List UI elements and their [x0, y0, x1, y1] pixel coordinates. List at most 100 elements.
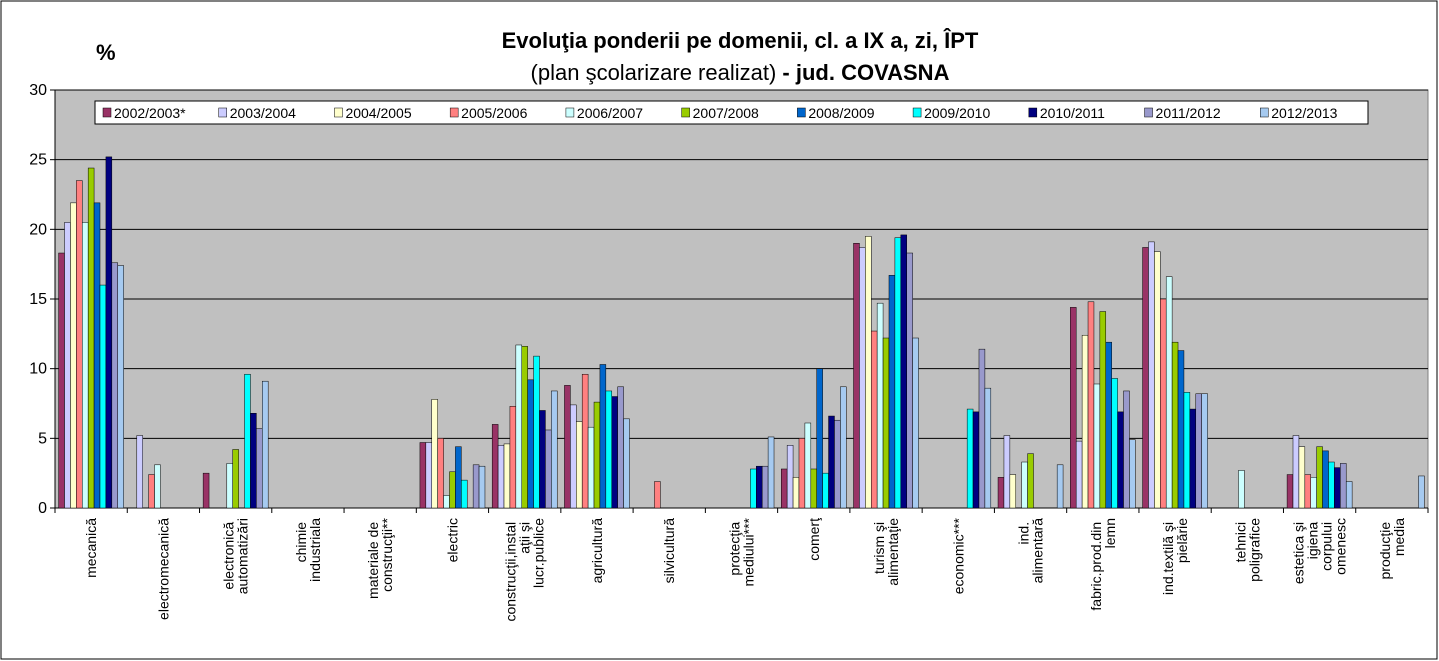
- x-tick-label-line: agricultură: [589, 518, 605, 584]
- y-tick-label: 25: [29, 152, 47, 169]
- x-tick-label-line: protecţia: [727, 518, 743, 576]
- x-tick-label: chimie industriala: [293, 518, 323, 582]
- legend-label: 2011/2012: [1156, 105, 1221, 121]
- bar: [461, 479, 468, 509]
- bar: [1322, 450, 1329, 509]
- bar: [1345, 481, 1353, 509]
- x-tick-label: protecţia mediului***: [727, 517, 757, 586]
- bar: [587, 426, 595, 509]
- bar: [798, 438, 806, 509]
- x-tick-label: mecanică: [83, 518, 99, 578]
- bar: [786, 445, 794, 509]
- bar: [425, 442, 433, 509]
- x-tick-label: fabric.prod.din lemn: [1088, 518, 1118, 611]
- bar: [1171, 341, 1179, 509]
- legend-marker: [797, 107, 806, 118]
- bar: [58, 252, 65, 509]
- x-tick-label: tehnici poligrafice: [1232, 518, 1262, 582]
- bar: [154, 464, 161, 509]
- bar: [750, 468, 757, 509]
- x-tick-label-line: industriala: [307, 518, 323, 582]
- legend-label: 2006/2007: [577, 105, 643, 121]
- bar: [1070, 307, 1077, 509]
- x-tick-label-line: electric: [444, 518, 460, 562]
- bar: [870, 330, 878, 509]
- bar: [792, 477, 800, 509]
- x-tick-label-line: construcţii,instal: [503, 518, 519, 621]
- y-tick-label: 20: [29, 221, 47, 238]
- bar: [761, 465, 769, 509]
- bar: [611, 396, 618, 509]
- legend-marker: [565, 107, 575, 118]
- bar: [1177, 350, 1185, 509]
- bar: [82, 222, 89, 509]
- bar: [1087, 301, 1095, 509]
- legend-label: 2005/2006: [461, 105, 527, 121]
- y-axis-label: %: [96, 40, 116, 65]
- bar: [1027, 453, 1034, 509]
- x-tick-label-line: producţie: [1377, 518, 1393, 579]
- bar: [1148, 241, 1155, 509]
- bar: [76, 180, 83, 509]
- bar: [570, 404, 577, 509]
- legend-marker: [334, 107, 343, 118]
- legend-label: 2003/2004: [230, 105, 296, 121]
- bar: [1093, 383, 1101, 509]
- x-tick-label-line: igiena: [1305, 518, 1321, 559]
- bar: [1021, 461, 1028, 509]
- x-tick-label-line: mediului***: [741, 517, 757, 586]
- x-tick-label: electromecanică: [155, 518, 171, 620]
- y-tick-label: 15: [29, 291, 47, 308]
- bar: [1304, 474, 1311, 509]
- bar: [232, 449, 239, 509]
- bar: [984, 387, 992, 509]
- x-tick-label-line: automatizări: [235, 518, 251, 594]
- x-tick-label-line: fabric.prod.din: [1088, 518, 1104, 611]
- legend-label: 2002/2003*: [114, 105, 186, 121]
- bar: [99, 284, 107, 509]
- x-tick-label-line: comerţ: [806, 518, 822, 561]
- bar: [1183, 392, 1191, 509]
- bar: [564, 385, 571, 509]
- bar: [1189, 408, 1197, 509]
- x-tick-label-line: estetica şi: [1291, 518, 1307, 584]
- bar: [1310, 477, 1317, 509]
- legend-marker: [681, 107, 690, 118]
- bar: [888, 275, 896, 509]
- x-tick-label-line: materiale de: [365, 518, 381, 599]
- bar: [882, 337, 890, 509]
- bar: [840, 386, 847, 509]
- bar: [202, 472, 210, 509]
- bar: [1123, 390, 1130, 509]
- bar: [822, 472, 829, 509]
- bar: [593, 401, 601, 509]
- legend-marker: [912, 107, 922, 118]
- bar: [250, 413, 257, 509]
- x-tick-label: materiale de construcţii**: [365, 517, 395, 598]
- legend-marker: [1260, 107, 1269, 118]
- x-tick-label-line: corpului: [1319, 518, 1335, 571]
- bar: [509, 406, 517, 509]
- x-tick-label: economic***: [950, 517, 966, 594]
- bar: [767, 436, 775, 509]
- bar: [226, 463, 233, 509]
- x-tick-label: ind. alimentară: [1016, 518, 1046, 584]
- bar: [1154, 251, 1161, 509]
- bar: [654, 481, 661, 509]
- bar: [576, 421, 583, 509]
- legend-label: 2010/2011: [1040, 105, 1105, 121]
- legend-marker: [102, 107, 112, 118]
- bar: [1195, 393, 1202, 509]
- bar: [1003, 435, 1011, 509]
- legend-box: [94, 100, 1369, 125]
- x-tick-label-line: mecanică: [83, 518, 99, 578]
- x-tick-label: agricultură: [589, 518, 605, 584]
- legend-label: 2009/2010: [924, 105, 990, 121]
- bar: [431, 399, 438, 509]
- legend-label: 2008/2009: [808, 105, 874, 121]
- bar: [605, 390, 613, 509]
- bar: [551, 390, 558, 509]
- legend-label: 2004/2005: [345, 105, 411, 121]
- bar: [617, 386, 624, 509]
- bar: [1075, 440, 1083, 509]
